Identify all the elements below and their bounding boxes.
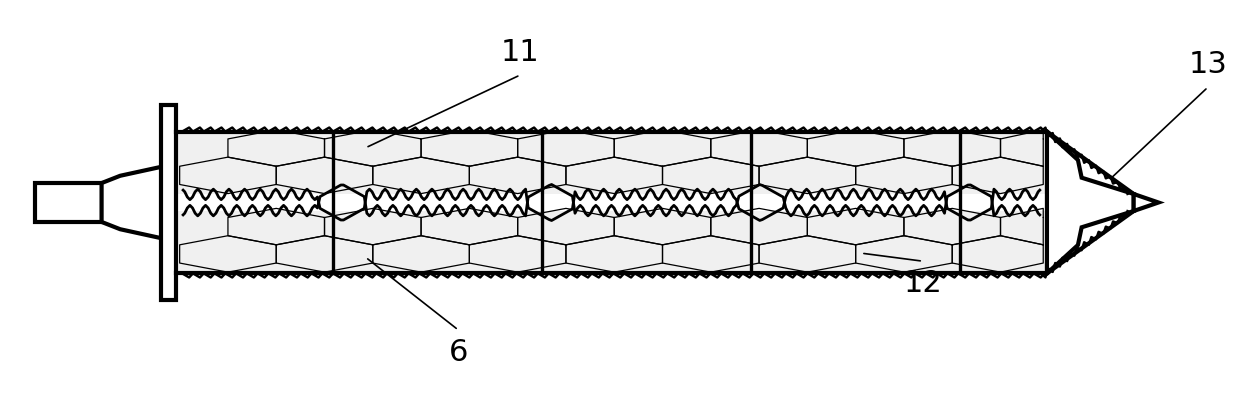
- Bar: [161, 105, 176, 300]
- Bar: [35, 183, 102, 222]
- Bar: [176, 132, 1047, 194]
- Polygon shape: [1047, 132, 1134, 273]
- Bar: [176, 132, 1047, 273]
- Bar: [176, 211, 1047, 273]
- Text: 13: 13: [1188, 50, 1228, 79]
- Text: 6: 6: [449, 338, 468, 367]
- Text: 12: 12: [903, 269, 943, 298]
- Polygon shape: [1134, 194, 1158, 211]
- Polygon shape: [102, 167, 161, 238]
- Text: 11: 11: [501, 38, 540, 67]
